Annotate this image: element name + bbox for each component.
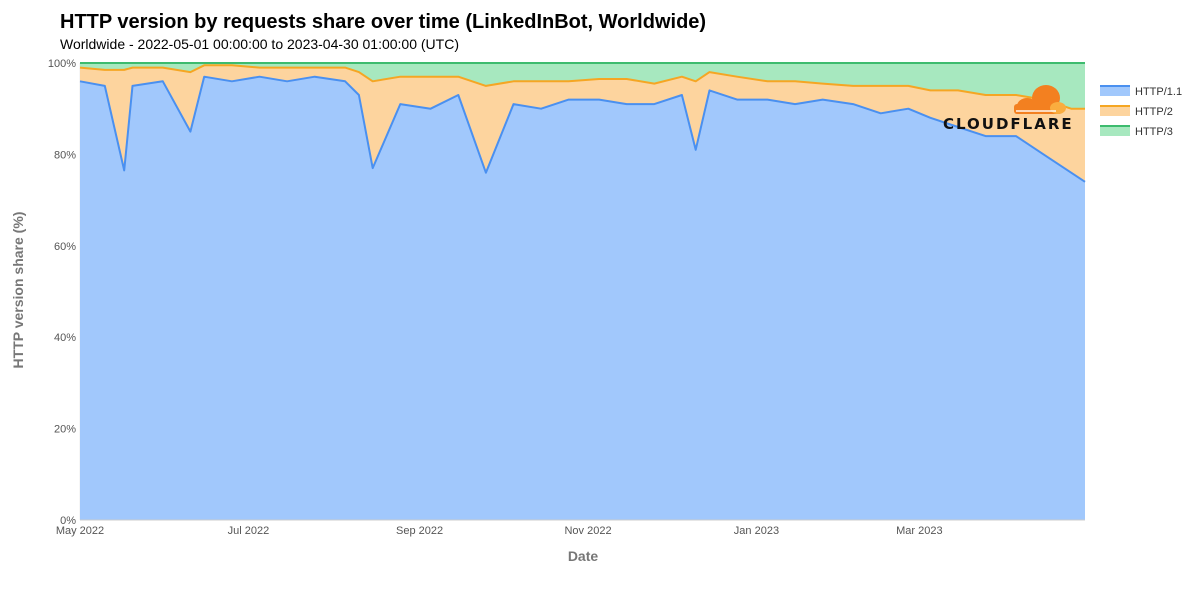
legend-swatch — [1100, 106, 1130, 116]
legend-label: HTTP/2 — [1135, 106, 1173, 118]
y-tick-label: 0% — [60, 515, 76, 527]
x-tick-label: May 2022 — [56, 525, 104, 537]
areas — [80, 63, 1085, 520]
cloud-icon — [1014, 85, 1066, 114]
y-tick-label: 20% — [54, 424, 76, 436]
line-http-2 — [79, 64, 1085, 110]
x-tick-label: Sep 2022 — [396, 525, 443, 537]
legend-label: HTTP/3 — [1135, 126, 1173, 138]
area-http-2 — [80, 65, 1085, 182]
legend-item-http-1-1[interactable]: HTTP/1.1 — [1100, 85, 1182, 98]
logo-text: CLOUDFLARE — [943, 115, 1074, 133]
page-title: HTTP version by requests share over time… — [60, 11, 707, 33]
x-tick-label: Jul 2022 — [228, 525, 270, 537]
axes: 0% 20% 40% 60% 80% 100% May 2022 Jul 2022 Sep 20… — [48, 58, 1085, 537]
legend-label: HTTP/1.1 — [1135, 86, 1182, 98]
y-tick-label: 60% — [54, 241, 76, 253]
legend-item-http-3[interactable]: HTTP/3 — [1100, 125, 1173, 138]
x-tick-label: Nov 2022 — [564, 525, 611, 537]
x-axis-title: Date — [568, 548, 599, 564]
x-tick-label: Jan 2023 — [734, 525, 779, 537]
legend-swatch — [1100, 86, 1130, 96]
y-tick-label: 100% — [48, 58, 76, 70]
area-http-3 — [80, 63, 1085, 109]
cloudflare-logo: CLOUDFLARE — [943, 85, 1074, 133]
line-http-1-1 — [79, 75, 1086, 183]
area-http-1-1 — [80, 76, 1085, 520]
series-lines — [79, 62, 1086, 183]
y-tick-label: 40% — [54, 332, 76, 344]
legend: HTTP/1.1 HTTP/2 HTTP/3 — [1100, 85, 1182, 138]
legend-item-http-2[interactable]: HTTP/2 — [1100, 105, 1173, 118]
y-axis-title: HTTP version share (%) — [10, 212, 26, 369]
x-tick-label: Mar 2023 — [896, 525, 942, 537]
page-subtitle: Worldwide - 2022-05-01 00:00:00 to 2023-… — [60, 36, 459, 52]
legend-swatch — [1100, 126, 1130, 136]
y-tick-label: 80% — [54, 149, 76, 161]
